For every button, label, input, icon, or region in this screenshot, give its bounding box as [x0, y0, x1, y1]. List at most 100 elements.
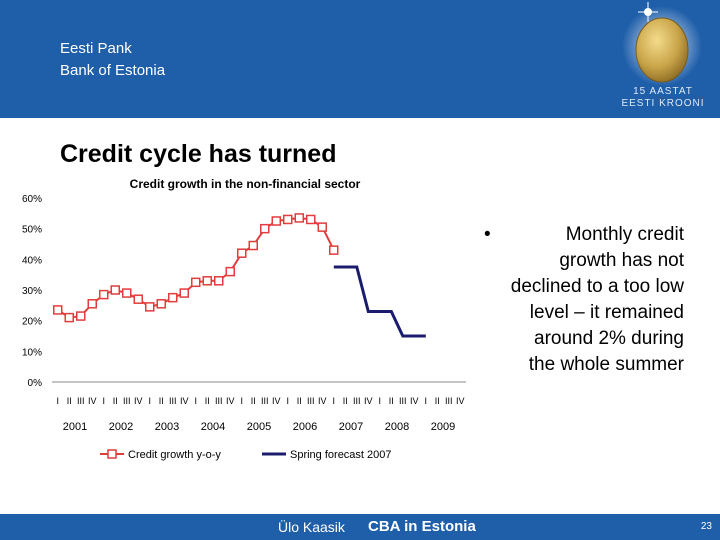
data-point — [168, 292, 178, 303]
page-number: 23 — [700, 521, 712, 532]
data-point — [202, 276, 212, 286]
quarter-tick-label: III — [123, 396, 131, 406]
quarter-tick-label: III — [445, 396, 453, 406]
quarter-tick-label: III — [215, 396, 223, 406]
data-point — [156, 299, 166, 309]
year-tick-label: 2008 — [385, 421, 409, 433]
quarter-tick-label: II — [297, 396, 302, 406]
credit-growth-chart: Credit growth in the non-financial secto… — [22, 177, 466, 461]
quarter-tick-label: IV — [410, 396, 419, 406]
data-point — [122, 288, 132, 298]
quarter-tick-label: II — [159, 396, 164, 406]
legend-marker — [107, 449, 117, 459]
year-tick-label: 2007 — [339, 421, 363, 433]
data-point — [64, 312, 74, 323]
data-point — [248, 240, 258, 251]
year-tick-label: 2002 — [109, 421, 133, 433]
bullet-text: Monthly credit growth has not declined t… — [510, 224, 684, 375]
year-tick-label: 2003 — [155, 421, 179, 433]
year-tick-label: 2009 — [431, 421, 455, 433]
quarter-tick-label: IV — [226, 396, 235, 406]
data-point — [53, 305, 63, 315]
data-point — [271, 216, 281, 226]
data-point — [145, 302, 155, 312]
data-point — [191, 277, 201, 288]
quarter-tick-label: II — [251, 396, 256, 406]
y-axis: 0% 10% 20% 30% 40% 50% 60% — [22, 194, 42, 389]
y-tick-label: 50% — [22, 225, 42, 236]
quarter-tick-label: III — [169, 396, 177, 406]
quarter-tick-label: I — [102, 396, 105, 406]
quarter-tick-label: III — [307, 396, 315, 406]
org-name-english: Bank of Estonia — [60, 62, 166, 79]
footer-author: Ülo Kaasik — [278, 519, 345, 535]
quarter-tick-label: I — [286, 396, 289, 406]
year-tick-label: 2006 — [293, 421, 317, 433]
quarter-tick-label: I — [148, 396, 151, 406]
quarter-tick-label: III — [261, 396, 269, 406]
quarter-tick-label: I — [240, 396, 243, 406]
quarter-tick-label: II — [67, 396, 72, 406]
quarter-tick-label: II — [113, 396, 118, 406]
quarter-tick-label: IV — [134, 396, 143, 406]
quarter-tick-label: I — [378, 396, 381, 406]
coin-logo-icon — [622, 2, 702, 86]
quarter-tick-label: III — [353, 396, 361, 406]
data-point — [110, 285, 120, 295]
logo-caption-line2: EESTI KROONI — [621, 98, 705, 109]
chart-title: Credit growth in the non-financial secto… — [130, 177, 361, 191]
quarter-tick-label: II — [389, 396, 394, 406]
y-tick-label: 30% — [22, 286, 42, 297]
quarter-tick-label: I — [424, 396, 427, 406]
data-point — [76, 311, 86, 321]
quarter-tick-label: I — [332, 396, 335, 406]
data-point — [179, 288, 189, 298]
quarter-tick-label: II — [435, 396, 440, 406]
year-tick-label: 2001 — [63, 421, 87, 433]
data-point — [214, 276, 224, 286]
data-point — [306, 214, 316, 225]
quarter-tick-label: IV — [180, 396, 189, 406]
data-point — [133, 294, 143, 304]
bullet-point: • Monthly credit growth has not declined… — [484, 222, 684, 378]
forecast-line — [333, 265, 426, 338]
quarter-tick-label: I — [194, 396, 197, 406]
bullet-symbol: • — [484, 224, 491, 245]
header-banner: Eesti Pank Bank of Estonia 15 AASTAT EES… — [0, 0, 720, 118]
data-point — [283, 214, 293, 225]
y-tick-label: 20% — [22, 317, 42, 328]
data-point — [87, 299, 97, 309]
quarter-tick-label: IV — [456, 396, 465, 406]
x-axis: I II III IV I II III IV I II III IV I II III IV I II III IV… — [52, 381, 466, 433]
data-point — [260, 223, 270, 234]
quarter-tick-label: II — [205, 396, 210, 406]
quarter-tick-label: II — [343, 396, 348, 406]
data-point — [329, 245, 339, 255]
org-name-estonian: Eesti Pank — [60, 40, 132, 57]
logo-caption-line1: 15 AASTAT — [633, 86, 693, 97]
legend-label: Spring forecast 2007 — [290, 449, 392, 461]
slide-title: Credit cycle has turned — [60, 140, 337, 168]
quarter-tick-label: I — [56, 396, 59, 406]
quarter-tick-label: III — [77, 396, 85, 406]
chart-legend: Credit growth y-o-y Spring forecast 2007 — [100, 449, 392, 461]
quarter-tick-label: IV — [364, 396, 373, 406]
quarter-tick-label: III — [399, 396, 407, 406]
quarter-tick-label: IV — [318, 396, 327, 406]
y-tick-label: 0% — [28, 378, 43, 389]
credit-growth-line — [57, 216, 335, 319]
series-layer — [53, 213, 426, 338]
footer-bar: Ülo Kaasik CBA in Estonia 23 — [0, 514, 720, 540]
y-tick-label: 10% — [22, 347, 42, 358]
data-point — [317, 222, 327, 232]
quarter-tick-label: IV — [88, 396, 97, 406]
y-tick-label: 40% — [22, 255, 42, 266]
data-point — [99, 289, 109, 300]
quarter-tick-label: IV — [272, 396, 281, 406]
year-tick-label: 2004 — [201, 421, 225, 433]
data-point — [225, 266, 235, 277]
y-tick-label: 60% — [22, 194, 42, 205]
data-point — [237, 248, 247, 258]
footer-event: CBA in Estonia — [368, 518, 476, 535]
year-tick-label: 2005 — [247, 421, 271, 433]
